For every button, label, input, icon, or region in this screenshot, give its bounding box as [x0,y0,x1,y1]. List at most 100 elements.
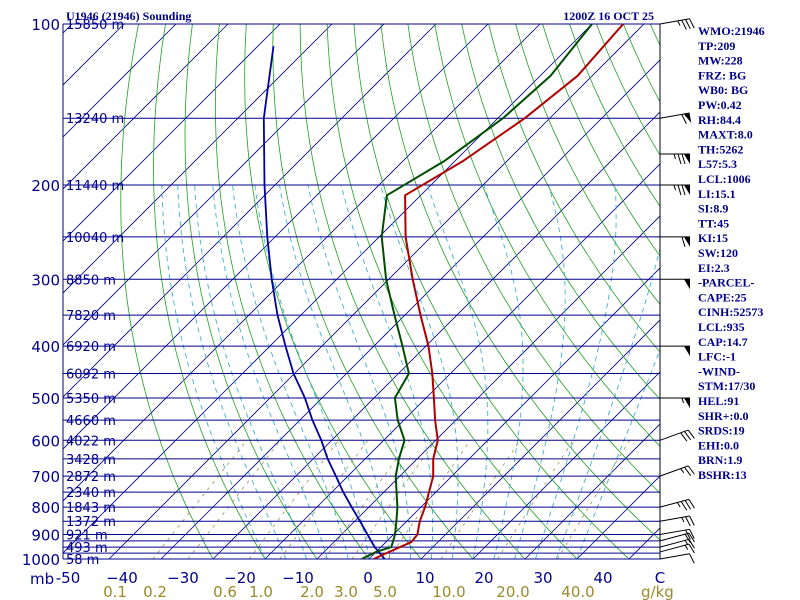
parcel-trace-line [262,45,386,559]
pressure-tick-label: 700 [31,468,60,486]
isotherm-line [63,24,229,190]
chart-title-station: U1946 (21946) Sounding [66,9,191,23]
pressure-tick-label: 400 [31,338,60,356]
isotherm-line [212,111,660,559]
isotherm-line [264,163,660,559]
height-label: 1843 m [66,501,116,516]
wind-barb-feather [689,515,695,526]
height-label: 2340 m [66,486,116,501]
height-label: 58 m [66,553,99,568]
sounding-index-entry: LCL:935 [698,320,745,334]
wind-barb [659,532,695,544]
wind-barb [659,465,695,477]
mixing-ratio-tick-label: 0.2 [143,583,167,600]
height-label: 6092 m [66,368,116,383]
temperature-profile-line [373,24,624,559]
wind-barb [659,18,695,30]
dewpoint-profile-line [361,24,593,559]
moist-adiabat-line [534,185,617,559]
wind-barb-feather [688,499,695,509]
wind-barb-feather [685,516,691,527]
wind-barb-half-feather [676,502,681,508]
wind-barb-flag [684,236,690,247]
isotherm-line [420,319,660,559]
sounding-index-entry: WB0: BG [698,83,748,97]
pressure-unit-label: mb [30,570,54,588]
height-label: 493 m [66,541,108,556]
sounding-index-entry: LCL:1006 [698,172,751,186]
pressure-tick-label: 200 [31,177,60,195]
height-label: 13240 m [66,112,124,127]
height-label: 6920 m [66,340,116,355]
sounding-index-entry: L57:5.3 [698,157,737,171]
mixing-ratio-tick-label: 0.1 [103,583,127,600]
chart-title-time: 1200Z 16 OCT 25 [563,9,654,23]
sounding-index-entry: EHI:0.0 [698,438,739,452]
pressure-tick-label: 1000 [22,551,60,569]
sounding-index-entry: MAXT:8.0 [698,128,753,142]
wind-barb-feather [681,19,687,30]
height-label: 921 m [66,529,108,544]
wind-barb [659,498,695,511]
dry-adiabat-line [380,24,660,541]
wind-barb [659,528,695,540]
wind-barb [660,278,690,290]
isotherm-line [63,24,437,398]
wind-barb-feather [688,543,695,554]
wind-barb-feather [684,500,692,510]
sounding-index-entry: SW:120 [698,246,738,260]
height-label: 10040 m [66,231,124,246]
sounding-index-entry: BSHR:13 [698,468,747,482]
dry-adiabat-line [542,24,660,257]
temperature-tick-label: −40 [106,569,138,587]
isotherm-line [63,24,541,502]
sounding-index-entry: LI:15.1 [698,187,736,201]
mixing-ratio-tick-label: 3.0 [334,583,358,600]
mixing-ratio-tick-label: 5.0 [373,583,397,600]
isotherm-line [63,24,593,554]
dry-adiabat-line [244,24,422,559]
wind-barb-staff [659,18,690,25]
sounding-index-entry: SI:8.9 [698,202,728,216]
wind-barb-feather [677,153,682,165]
moist-adiabat-line [254,185,370,559]
pressure-tick-label: 500 [31,390,60,408]
wind-barb-half-feather [681,397,684,404]
sounding-index-entry: BRN:1.9 [698,453,742,467]
pressure-tick-label: 300 [31,271,60,289]
temperature-tick-label: -50 [56,569,81,587]
temperature-tick-label: −30 [167,569,199,587]
temperature-tick-label: C [655,569,665,587]
sounding-index-entry: RH:84.4 [698,113,741,127]
sounding-index-entry: WMO:21946 [698,24,765,38]
wind-barb [660,236,690,248]
wind-barb-flag [684,397,690,408]
dry-adiabat-line [488,24,660,353]
wind-barb-feather [681,153,686,165]
mixing-ratio-unit-label: g/kg [641,583,674,600]
wind-barb-staff [659,465,689,477]
sounding-profiles [262,24,624,559]
wind-barb-staff [659,538,690,548]
sounding-index-entry: TT:45 [698,216,729,230]
wind-barb-feather [681,236,686,248]
pressure-tick-label: 900 [31,527,60,545]
isotherm-line [108,24,645,559]
sounding-index-entry: TH:5262 [698,142,743,156]
dry-adiabat-line [461,24,660,400]
mixing-ratio-tick-label: 40.0 [561,583,594,600]
height-label: 15850 m [66,18,124,33]
isotherm-line [63,24,489,450]
temperature-tick-label: 0 [363,569,373,587]
isotherm-line [63,24,281,242]
isotherm-line [63,24,333,294]
temperature-tick-label: 10 [415,569,434,587]
sounding-index-entry: MW:228 [698,54,743,68]
wind-barb [659,515,695,527]
temperature-tick-label: −10 [282,569,314,587]
wind-barb-feather [688,532,695,543]
temperature-tick-label: −20 [224,569,256,587]
wind-barb-staff [659,553,690,560]
wind-barb-staff [659,515,690,522]
